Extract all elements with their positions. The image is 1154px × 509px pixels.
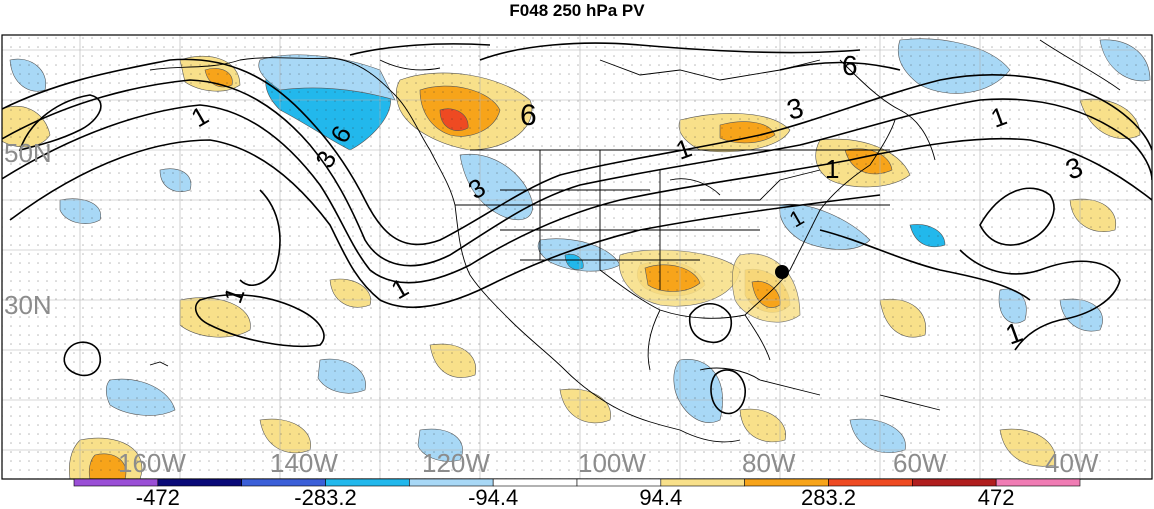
contour-label: 6 xyxy=(842,50,858,81)
pv-contours xyxy=(2,42,1152,415)
contour-label: 6 xyxy=(520,99,537,132)
station-marker xyxy=(775,265,789,279)
colorbar-tick-label: -94.4 xyxy=(468,485,518,509)
lat-label-30n: 30N xyxy=(4,290,52,320)
pv-anomaly-shading xyxy=(2,35,1152,479)
colorbar-swatch xyxy=(995,478,1081,487)
colorbar: -472 -283.2 -94.4 94.4 283.2 472 xyxy=(73,478,1081,509)
colorbar-tick-label: 283.2 xyxy=(801,485,856,509)
colorbar-tick-label: 472 xyxy=(978,485,1015,509)
lon-label: 120W xyxy=(422,448,490,478)
lon-label: 40W xyxy=(1045,448,1099,478)
lon-label: 100W xyxy=(578,448,646,478)
lon-label: 60W xyxy=(893,448,947,478)
lon-label: 160W xyxy=(118,448,186,478)
contour-label: 1 xyxy=(825,154,839,184)
contour-label: 3 xyxy=(784,92,807,126)
latitude-labels: 50N 30N xyxy=(4,138,52,320)
lon-label: 80W xyxy=(742,448,796,478)
lon-label: 140W xyxy=(270,448,338,478)
lat-label-50n: 50N xyxy=(4,138,52,168)
longitude-labels: 160W 140W 120W 100W 80W 60W 40W xyxy=(118,448,1099,478)
colorbar-tick-label: -472 xyxy=(136,485,180,509)
map-title: F048 250 hPa PV xyxy=(509,1,645,20)
graticule xyxy=(2,35,1152,479)
colorbar-tick-label: 94.4 xyxy=(639,485,682,509)
coastlines xyxy=(149,39,1121,443)
colorbar-tick-label: -283.2 xyxy=(294,485,356,509)
